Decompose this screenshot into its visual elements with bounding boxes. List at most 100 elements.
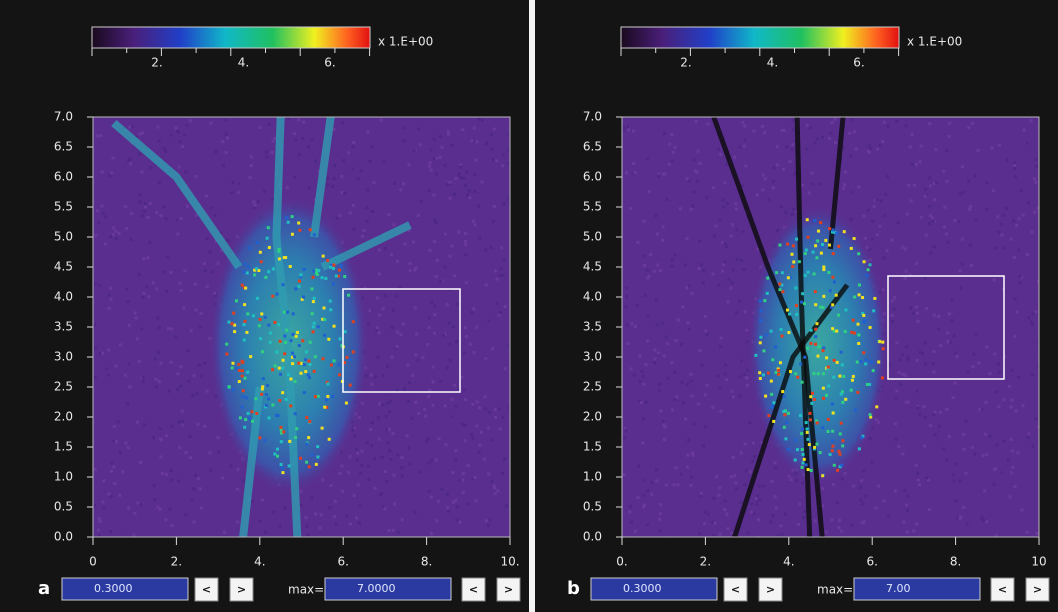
pixel xyxy=(283,334,287,338)
noise xyxy=(93,468,97,472)
noise xyxy=(744,164,748,168)
pixel xyxy=(872,309,876,313)
noise xyxy=(687,179,691,183)
pixel xyxy=(758,299,762,303)
noise xyxy=(118,343,122,347)
noise xyxy=(395,259,399,263)
button[interactable] xyxy=(1025,577,1050,602)
pixel xyxy=(826,429,830,433)
noise xyxy=(767,198,771,202)
noise xyxy=(960,237,964,241)
button[interactable] xyxy=(229,577,254,602)
noise xyxy=(633,171,637,175)
noise xyxy=(101,211,105,215)
button[interactable] xyxy=(758,577,783,602)
noise xyxy=(985,181,989,185)
noise xyxy=(906,494,910,498)
noise xyxy=(329,484,333,488)
noise xyxy=(100,204,104,208)
noise xyxy=(670,408,674,412)
noise xyxy=(474,325,478,329)
noise xyxy=(780,129,784,133)
noise xyxy=(435,519,439,523)
button[interactable] xyxy=(723,577,748,602)
input-field[interactable] xyxy=(590,577,718,601)
noise xyxy=(133,511,137,515)
noise xyxy=(502,201,506,205)
noise xyxy=(662,438,666,442)
noise xyxy=(973,452,977,456)
noise xyxy=(701,281,705,285)
pixel xyxy=(332,263,336,267)
noise xyxy=(152,484,156,488)
pixel xyxy=(801,461,805,465)
pixel xyxy=(864,319,868,323)
pixel xyxy=(299,275,303,279)
pixel xyxy=(291,362,295,366)
noise xyxy=(439,279,443,283)
pixel xyxy=(277,322,281,326)
noise xyxy=(657,174,661,178)
pixel xyxy=(786,242,790,246)
noise xyxy=(307,145,311,149)
y-tick-label: 1.5 xyxy=(54,440,73,454)
pixel xyxy=(814,244,818,248)
noise xyxy=(1005,158,1009,162)
pixel xyxy=(278,339,282,343)
noise xyxy=(370,382,374,386)
noise xyxy=(445,303,449,307)
input-field[interactable] xyxy=(324,577,452,601)
noise xyxy=(318,526,322,530)
noise xyxy=(494,269,498,273)
pixel xyxy=(805,218,809,222)
button[interactable] xyxy=(194,577,219,602)
noise xyxy=(179,217,183,221)
pixel xyxy=(259,260,263,264)
pixel xyxy=(782,425,786,429)
noise xyxy=(447,509,451,513)
pixel xyxy=(293,355,297,359)
input-field[interactable] xyxy=(61,577,189,601)
pixel xyxy=(764,333,768,337)
noise xyxy=(443,265,447,269)
pixel xyxy=(831,327,835,331)
noise xyxy=(468,196,472,200)
noise xyxy=(109,495,113,499)
noise xyxy=(378,272,382,276)
y-tick-label: 0.0 xyxy=(54,530,73,544)
pixel xyxy=(271,294,275,298)
pixel xyxy=(304,370,308,374)
pixel xyxy=(284,256,288,260)
noise xyxy=(876,233,880,237)
pixel xyxy=(815,421,819,425)
pixel xyxy=(277,249,281,253)
pixel xyxy=(279,425,283,429)
noise xyxy=(97,517,101,521)
noise xyxy=(431,365,435,369)
button[interactable] xyxy=(461,577,486,602)
noise xyxy=(741,120,745,124)
button[interactable] xyxy=(990,577,1015,602)
pixel xyxy=(758,341,762,345)
pixel xyxy=(859,360,863,364)
noise xyxy=(100,170,104,174)
noise xyxy=(907,183,911,187)
noise xyxy=(477,450,481,454)
noise xyxy=(717,374,721,378)
noise xyxy=(186,349,190,353)
noise xyxy=(407,163,411,167)
noise xyxy=(909,199,913,203)
noise xyxy=(471,436,475,440)
noise xyxy=(646,489,650,493)
noise xyxy=(875,198,879,202)
pixel xyxy=(315,271,319,275)
noise xyxy=(393,502,397,506)
noise xyxy=(310,496,314,500)
noise xyxy=(162,205,166,209)
y-tick-label: 1.0 xyxy=(54,470,73,484)
input-value: 7.0000 xyxy=(357,582,396,595)
noise xyxy=(117,231,121,235)
input-field[interactable] xyxy=(853,577,981,601)
button[interactable] xyxy=(496,577,521,602)
noise xyxy=(497,407,501,411)
